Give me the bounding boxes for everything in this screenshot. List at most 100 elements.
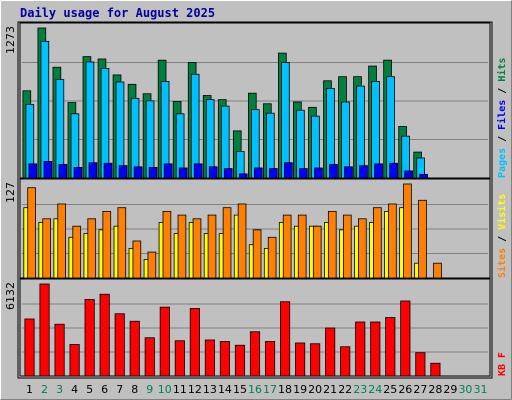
bar-files-day-25: Files 25: 860 bbox=[386, 76, 395, 179]
bar-pages-day-21: Pages 21: 115 bbox=[329, 164, 338, 179]
x-tick-label-day-12: 12 bbox=[188, 383, 202, 396]
bar-files-day-19: Files 19: 575 bbox=[296, 109, 305, 179]
chart-title: Daily usage for August 2025 bbox=[20, 6, 215, 20]
bar-kb-f-day-24: KB F 24: 3600 bbox=[370, 321, 381, 377]
bar-sites-day-18: Sites 18: 85 bbox=[282, 214, 292, 279]
bar-pages-day-13: Pages 13: 95 bbox=[208, 166, 218, 179]
bar-files-day-6: Files 6: 930 bbox=[100, 68, 110, 179]
legend-entry: KB F bbox=[497, 352, 508, 376]
bar-pages-day-18: Pages 18: 130 bbox=[284, 162, 293, 179]
x-tick-label-day-17: 17 bbox=[263, 383, 277, 396]
bar-kb-f-day-23: KB F 23: 3600 bbox=[355, 321, 366, 377]
bar-files-day-13: Files 13: 665 bbox=[205, 99, 215, 179]
x-tick-label-day-4: 4 bbox=[71, 383, 78, 396]
bar-kb-f-day-22: KB F 22: 1950 bbox=[340, 346, 351, 377]
bar-pages-day-9: Pages 9: 90 bbox=[148, 166, 158, 179]
bar-kb-f-day-2: KB F 2: 6132 bbox=[39, 283, 50, 377]
x-tick-label-day-11: 11 bbox=[173, 383, 187, 396]
bar-pages-day-12: Pages 12: 120 bbox=[193, 163, 203, 179]
bar-sites-day-17: Sites 17: 55 bbox=[267, 236, 277, 279]
x-tick-label-day-23: 23 bbox=[353, 383, 367, 396]
bar-sites-day-2: Sites 2: 80 bbox=[42, 218, 51, 279]
bar-kb-f-day-13: KB F 13: 2400 bbox=[204, 339, 215, 377]
bar-sites-day-12: Sites 12: 80 bbox=[192, 218, 202, 279]
bar-pages-day-5: Pages 5: 130 bbox=[88, 162, 98, 179]
bar-files-day-8: Files 8: 675 bbox=[130, 98, 140, 179]
legend-entry: Visits bbox=[496, 194, 508, 230]
bar-kb-f-day-16: KB F 16: 2950 bbox=[249, 331, 261, 377]
bar-sites-day-25: Sites 25: 100 bbox=[388, 203, 397, 279]
x-tick-label-day-10: 10 bbox=[158, 383, 172, 396]
bar-sites-day-24: Sites 24: 95 bbox=[373, 207, 382, 279]
bar-sites-day-28: Sites 28: 20 bbox=[433, 262, 442, 279]
x-axis-labels: 1 2 3 4 5 6 7 8 9 10 11 12 13 14 15 16 17 18 19 20 21 22 23 24 2… bbox=[26, 383, 487, 396]
panel-max-label: 1273 bbox=[4, 26, 17, 54]
bar-sites-day-1: Sites 1: 122 bbox=[27, 187, 36, 279]
plot-frame bbox=[17, 21, 493, 379]
bar-sites-day-20: Sites 20: 70 bbox=[312, 225, 322, 279]
x-tick-label-day-29: 29 bbox=[443, 383, 457, 396]
x-tick-label-day-7: 7 bbox=[116, 383, 123, 396]
x-tick-label-day-9: 9 bbox=[146, 383, 153, 396]
x-tick-label-day-15: 15 bbox=[233, 383, 247, 396]
bar-pages-day-6: Pages 6: 125 bbox=[103, 162, 113, 179]
bar-files-day-3: Files 3: 835 bbox=[55, 79, 65, 179]
bar-kb-f-day-15: KB F 15: 2050 bbox=[234, 344, 246, 377]
panel-legend: Sites / Visits bbox=[496, 194, 508, 278]
bar-pages-day-11: Pages 11: 85 bbox=[178, 167, 188, 179]
x-tick-label-day-28: 28 bbox=[428, 383, 442, 396]
legend-entry: / bbox=[497, 130, 508, 148]
bar-pages-day-26: Pages 26: 60 bbox=[404, 170, 413, 179]
bar-files-day-5: Files 5: 985 bbox=[85, 61, 95, 179]
legend-entry: Files bbox=[496, 100, 508, 130]
x-tick-label-day-24: 24 bbox=[368, 383, 382, 396]
bar-files-day-9: Files 9: 655 bbox=[145, 100, 155, 179]
bar-pages-day-2: Pages 2: 140 bbox=[43, 161, 53, 179]
x-tick-label-day-1: 1 bbox=[26, 383, 33, 396]
x-tick-label-day-3: 3 bbox=[56, 383, 63, 396]
bar-pages-day-19: Pages 19: 80 bbox=[299, 168, 308, 179]
bar-kb-f-day-21: KB F 21: 3200 bbox=[325, 327, 336, 377]
panel-legend: Pages / Files / Hits bbox=[496, 58, 508, 178]
bar-sites-day-15: Sites 15: 100 bbox=[237, 203, 247, 279]
x-tick-label-day-30: 30 bbox=[458, 383, 472, 396]
bar-sites-day-5: Sites 5: 80 bbox=[87, 218, 97, 279]
bar-sites-day-4: Sites 4: 70 bbox=[72, 225, 82, 279]
bar-sites-day-7: Sites 7: 95 bbox=[117, 207, 127, 279]
bar-kb-f-day-5: KB F 5: 5100 bbox=[84, 299, 95, 377]
panel-legend: KB F bbox=[497, 352, 508, 376]
bar-kb-f-day-26: KB F 26: 5000 bbox=[400, 300, 411, 377]
legend-entry: Pages bbox=[497, 148, 508, 178]
bar-pages-day-16: Pages 16: 85 bbox=[253, 167, 263, 179]
x-tick-label-day-19: 19 bbox=[293, 383, 307, 396]
bar-kb-f-day-9: KB F 9: 2550 bbox=[144, 337, 155, 377]
bar-sites-day-3: Sites 3: 100 bbox=[57, 203, 66, 279]
bar-sites-day-11: Sites 11: 85 bbox=[177, 214, 187, 279]
bar-pages-day-25: Pages 25: 125 bbox=[389, 162, 398, 179]
bar-kb-f-day-12: KB F 12: 4500 bbox=[189, 308, 200, 377]
legend-entry: Sites bbox=[496, 248, 508, 278]
x-tick-label-day-18: 18 bbox=[278, 383, 292, 396]
bar-kb-f-day-10: KB F 10: 4590 bbox=[159, 306, 170, 377]
bar-pages-day-15: Pages 15: 35 bbox=[238, 173, 248, 179]
bar-files-day-2: Files 2: 1160 bbox=[40, 40, 50, 179]
bar-files-day-12: Files 12: 880 bbox=[190, 73, 200, 179]
bar-pages-day-23: Pages 23: 105 bbox=[359, 165, 368, 179]
x-tick-label-day-8: 8 bbox=[131, 383, 138, 396]
x-tick-label-day-14: 14 bbox=[218, 383, 232, 396]
bar-pages-day-17: Pages 17: 80 bbox=[269, 168, 278, 179]
legend-entry: Hits bbox=[496, 58, 508, 82]
x-tick-label-day-26: 26 bbox=[398, 383, 412, 396]
x-tick-label-day-21: 21 bbox=[323, 383, 337, 396]
bar-sites-day-9: Sites 9: 35 bbox=[147, 251, 157, 279]
bar-kb-f-day-18: KB F 18: 4950 bbox=[279, 301, 291, 377]
bar-kb-f-day-6: KB F 6: 5450 bbox=[99, 293, 110, 377]
bar-files-day-7: Files 7: 815 bbox=[115, 81, 125, 179]
legend-entry: / bbox=[497, 82, 508, 100]
bar-kb-f-day-27: KB F 27: 1550 bbox=[415, 352, 426, 377]
bar-pages-day-7: Pages 7: 105 bbox=[118, 165, 128, 179]
bar-pages-day-14: Pages 14: 80 bbox=[223, 168, 233, 179]
